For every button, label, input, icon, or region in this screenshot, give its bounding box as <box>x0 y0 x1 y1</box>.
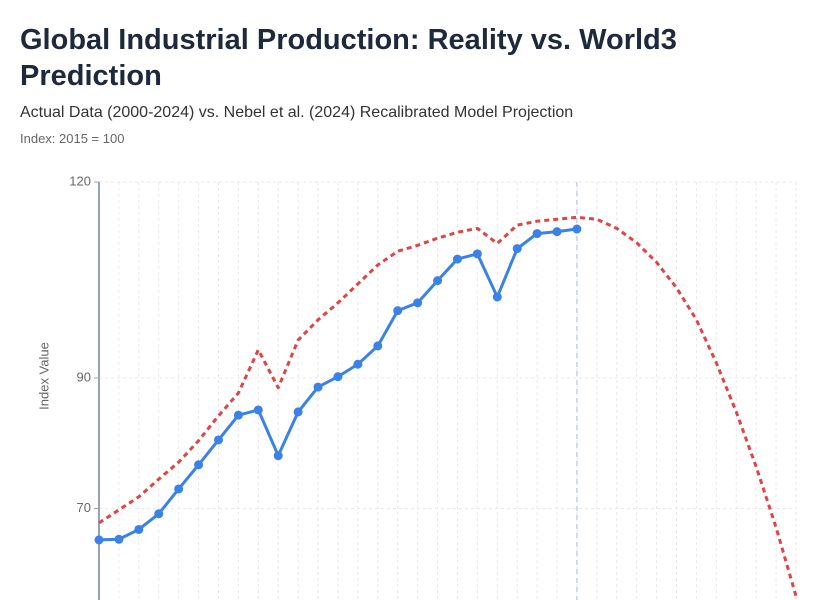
chart-note: Index: 2015 = 100 <box>20 131 125 146</box>
data-point <box>94 535 104 545</box>
data-point <box>393 306 403 316</box>
series-line <box>98 227 578 542</box>
y-tick-label: 70 <box>77 500 91 515</box>
data-point <box>452 254 462 264</box>
data-point <box>433 276 443 286</box>
y-axis-label: Index Value <box>36 342 51 410</box>
data-point <box>313 382 323 392</box>
data-point <box>532 229 542 239</box>
data-point <box>194 460 204 470</box>
data-point <box>512 244 522 254</box>
data-point <box>253 405 263 415</box>
data-point <box>333 372 343 382</box>
data-point <box>174 484 184 494</box>
data-point <box>353 359 363 369</box>
data-point <box>114 534 124 544</box>
data-point <box>213 435 223 445</box>
data-point <box>413 298 423 308</box>
data-point <box>134 524 144 534</box>
chart-subtitle: Actual Data (2000-2024) vs. Nebel et al.… <box>20 104 574 121</box>
data-point <box>492 292 502 302</box>
data-point <box>552 227 562 237</box>
data-point <box>273 451 283 461</box>
data-point <box>154 509 164 519</box>
data-point <box>293 407 303 417</box>
y-tick-label: 90 <box>77 369 91 384</box>
data-point <box>472 249 482 259</box>
data-point <box>572 224 582 234</box>
data-point <box>233 410 243 420</box>
series-line <box>98 215 798 597</box>
chart-title: Global Industrial Production: Reality vs… <box>20 24 677 92</box>
y-tick-label: 120 <box>69 173 91 188</box>
data-point <box>373 341 383 351</box>
